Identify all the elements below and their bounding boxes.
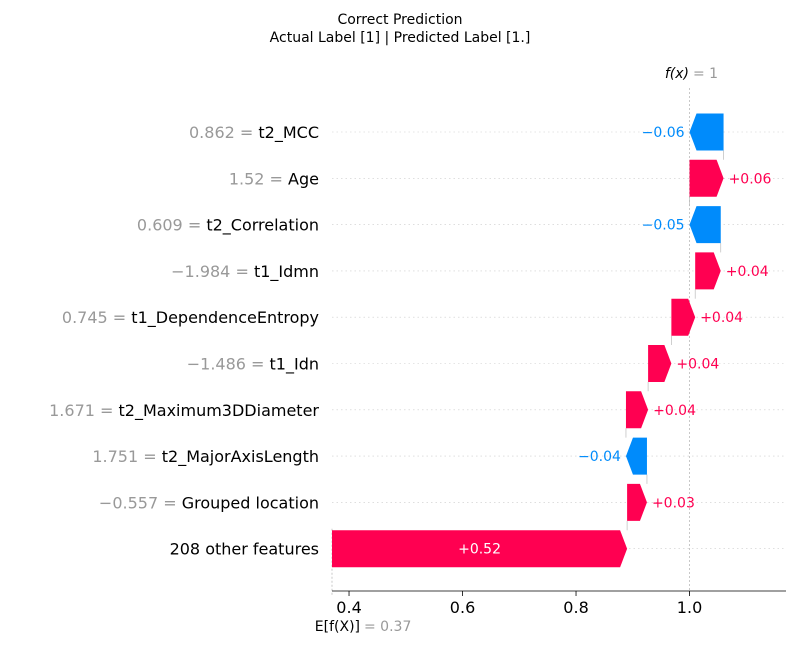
feature-value: −1.984 = [171,262,254,281]
feature-label: 1.751 = t2_MajorAxisLength [92,447,319,467]
bar-value-label: +0.52 [458,542,501,558]
feature-name: Grouped location [182,493,319,512]
feature-name: Age [288,169,319,188]
feature-label: 0.609 = t2_Correlation [137,216,319,236]
feature-name: t2_Correlation [206,216,319,236]
x-tick-label: 0.6 [450,598,475,617]
bar-positive [671,298,696,336]
bar-value-label: +0.04 [653,403,696,419]
bar-value-label: −0.06 [642,125,685,141]
bar-negative [689,206,721,244]
feature-label: 0.862 = t2_MCC [189,123,319,143]
fx-annotation: f(x) = 1 [665,66,718,82]
feature-name: t2_Maximum3DDiameter [119,401,320,421]
bar-value-label: −0.05 [642,218,685,234]
chart-subtitle: Actual Label [1] | Predicted Label [1.] [270,30,531,46]
x-tick-label: 0.4 [336,598,361,617]
bar-positive [689,159,724,197]
feature-label: 0.745 = t1_DependenceEntropy [62,308,319,328]
base-value-label: E[f(X)] [315,619,360,635]
chart-title: Correct Prediction [337,12,462,28]
feature-value: −1.486 = [187,355,270,374]
bar-value-label: +0.04 [726,264,769,280]
feature-value: 0.745 = [62,308,131,327]
reference-lines [331,88,724,595]
feature-label: 1.52 = Age [229,169,319,188]
feature-value: 0.862 = [189,123,258,142]
bars: −0.06 +0.06 −0.05 +0.04 +0.04 +0.04 +0.04 −0.04… [332,113,772,568]
grid-lines [332,131,786,550]
bar-positive [695,252,721,290]
x-axis: 0.4 0.6 0.8 1.0 [332,590,786,617]
feature-label: −1.984 = t1_Idmn [171,262,319,282]
fx-value: = 1 [693,66,718,82]
bar-positive [648,345,672,382]
feature-value: 1.671 = [49,401,118,420]
feature-value: −0.557 = [99,493,182,512]
fx-label: f(x) [665,66,689,82]
base-value-annotation: E[f(X)] = 0.37 [315,619,412,635]
x-tick-label: 0.8 [563,598,588,617]
bar-negative [625,437,647,475]
bar-value-label: +0.04 [700,310,743,326]
bar-positive [625,391,649,429]
feature-value: 1.52 = [229,169,288,188]
feature-name: t2_MCC [258,123,319,143]
feature-label: −0.557 = Grouped location [99,493,319,512]
feature-value: 1.751 = [92,447,161,466]
feature-name: 208 other features [170,540,319,559]
x-tick-label: 1.0 [677,598,702,617]
feature-name: t1_DependenceEntropy [131,308,319,328]
feature-name: t1_Idmn [254,262,319,282]
bar-value-label: +0.04 [676,357,719,373]
feature-name: t2_MajorAxisLength [162,447,319,467]
bar-value-label: +0.06 [729,171,772,187]
bar-value-label: −0.04 [578,449,621,465]
bar-positive [332,530,628,568]
bar-value-label: +0.03 [652,495,695,511]
feature-name: t1_Idn [270,355,319,375]
base-value-number: = 0.37 [364,619,411,635]
feature-value: 0.609 = [137,216,206,235]
bar-negative [689,113,724,151]
y-axis-labels: 0.862 = t2_MCC 1.52 = Age 0.609 = t2_Corre… [49,123,319,559]
feature-label: 208 other features [170,540,319,559]
feature-label: 1.671 = t2_Maximum3DDiameter [49,401,319,421]
feature-label: −1.486 = t1_Idn [187,355,319,375]
bar-positive [627,483,647,521]
